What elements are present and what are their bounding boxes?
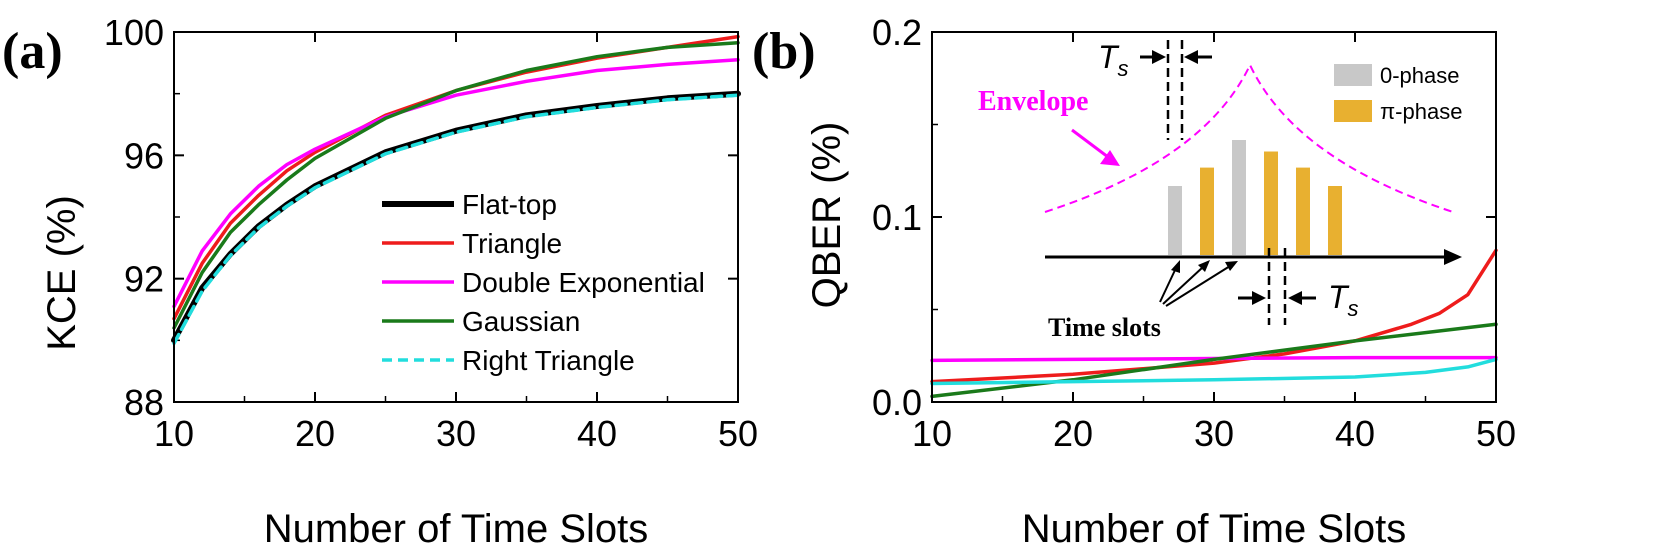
panel-b-xtick-label: 10 <box>912 413 952 454</box>
inset-schematic: Envelope Ts Ts Tim <box>978 39 1462 342</box>
panel-a-ytick-label: 92 <box>124 259 164 300</box>
inset-axis-arrowhead <box>1444 249 1462 265</box>
panel-b-label: (b) <box>752 23 816 80</box>
panel-a-xtick-label: 30 <box>436 413 476 454</box>
panel-a-frame <box>173 31 739 403</box>
time-slots-pointer-3-head <box>1225 261 1238 271</box>
panel-b-frame <box>931 31 1497 403</box>
inset-legend-swatch <box>1334 64 1372 86</box>
envelope-label: Envelope <box>978 86 1088 117</box>
panel-b-xtick-label: 40 <box>1335 413 1375 454</box>
panel-a-series-flat-top <box>171 90 741 344</box>
panel-b-ytick-label: 0.0 <box>872 382 922 423</box>
panel-a: (a) Number of Time Slots KCE (%) 10 20 30 4… <box>2 12 758 550</box>
ts-top-label: Ts <box>1098 39 1129 81</box>
panel-b-ytick-label: 0.1 <box>872 197 922 238</box>
inset-legend-label: 0-phase <box>1380 63 1460 88</box>
time-slots-pointer-2 <box>1162 266 1204 305</box>
time-slot-bar <box>1328 186 1342 255</box>
panel-a-ytick-label: 96 <box>124 135 164 176</box>
panel-a-series-right-triangle <box>172 93 740 346</box>
panel-b: (b) Number of Time Slots QBER (%) 10 20 30… <box>752 12 1516 550</box>
envelope-pointer-arrowhead <box>1100 150 1120 166</box>
time-slots-pointer-1 <box>1159 267 1177 303</box>
ts-bottom-label: Ts <box>1328 279 1359 321</box>
envelope-pointer-line <box>1071 128 1109 159</box>
panel-a-xtick-label: 40 <box>577 413 617 454</box>
inset-legend-swatch <box>1334 100 1372 122</box>
panel-a-series-double-exponential <box>172 58 740 309</box>
panel-b-series-triangle <box>930 248 1498 384</box>
time-slots-label: Time slots <box>1048 313 1161 342</box>
legend-entry-label: Triangle <box>462 228 562 259</box>
panel-a-xtick-label: 50 <box>718 413 758 454</box>
time-slot-bar <box>1200 167 1214 255</box>
panel-b-xtick-label: 20 <box>1053 413 1093 454</box>
inset-legend-label: π-phase <box>1380 99 1462 124</box>
legend-entry-label: Gaussian <box>462 306 580 337</box>
panel-a-ytick-label: 100 <box>104 12 164 53</box>
time-slots-pointer-1-head <box>1171 260 1180 273</box>
legend-entry-label: Right Triangle <box>462 345 635 376</box>
ts-bottom-arrowhead-left <box>1252 291 1266 305</box>
envelope-curve <box>1044 62 1454 213</box>
time-slot-bar <box>1168 186 1182 255</box>
panel-b-ytick-label: 0.2 <box>872 12 922 53</box>
ts-top-arrowhead-right <box>1184 50 1198 64</box>
ts-top-arrowhead-left <box>1152 50 1166 64</box>
panel-a-ylabel: KCE (%) <box>40 195 84 351</box>
panel-b-ylabel: QBER (%) <box>805 122 849 309</box>
panel-b-xtick-label: 50 <box>1476 413 1516 454</box>
panel-b-series-right-triangle <box>930 357 1498 386</box>
time-slots-pointer-2-head <box>1198 260 1210 272</box>
time-slots-pointer-3 <box>1165 265 1231 307</box>
ts-bottom-arrowhead-right <box>1288 291 1302 305</box>
time-slot-bar <box>1264 151 1278 255</box>
panel-a-series-gaussian <box>172 41 740 330</box>
panel-b-xlabel: Number of Time Slots <box>1022 507 1407 550</box>
panel-a-label: (a) <box>2 23 63 80</box>
panel-a-xtick-label: 10 <box>154 413 194 454</box>
time-slot-bar <box>1232 140 1246 255</box>
panel-a-ytick-label: 88 <box>124 382 164 423</box>
time-slot-bar <box>1296 167 1310 255</box>
panel-a-xlabel: Number of Time Slots <box>264 507 649 550</box>
panel-a-legend: Flat-top Triangle Double Exponential Gaussi… <box>382 189 705 376</box>
inset-legend: 0-phase π-phase <box>1334 63 1462 124</box>
panel-b-xtick-label: 30 <box>1194 413 1234 454</box>
panel-a-xtick-label: 20 <box>295 413 335 454</box>
panel-b-series-gaussian <box>930 322 1498 399</box>
legend-entry-label: Flat-top <box>462 189 557 220</box>
legend-entry-label: Double Exponential <box>462 267 705 298</box>
